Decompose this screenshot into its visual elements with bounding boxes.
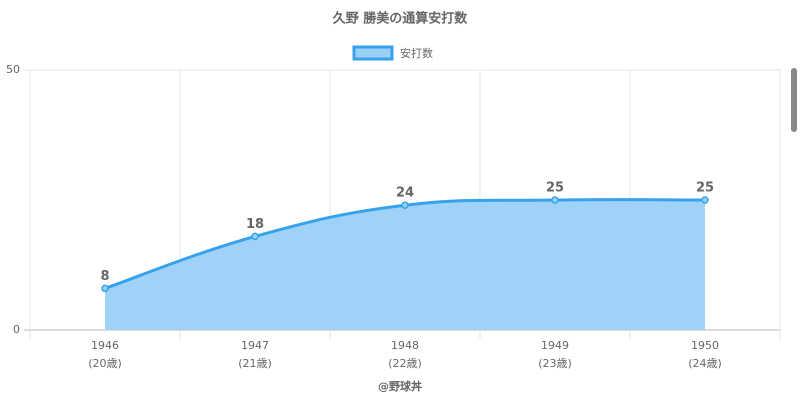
x-tick-label: 1949 xyxy=(541,339,569,352)
x-tick-sublabel: (23歳) xyxy=(538,357,572,370)
x-axis-title: @野球丼 xyxy=(378,379,422,393)
x-tick-label: 1947 xyxy=(241,339,269,352)
data-label: 25 xyxy=(546,181,564,196)
x-tick-sublabel: (24歳) xyxy=(688,357,722,370)
area-fill xyxy=(105,199,705,330)
legend-swatch xyxy=(352,45,394,61)
data-label: 25 xyxy=(696,181,714,196)
legend-label: 安打数 xyxy=(400,46,433,60)
point xyxy=(101,284,109,293)
x-tick-label: 1950 xyxy=(691,339,719,352)
point xyxy=(251,232,259,241)
y-tick-label: 0 xyxy=(13,323,20,336)
data-label: 8 xyxy=(100,269,109,284)
scrollbar[interactable] xyxy=(791,68,797,132)
y-tick-label: 50 xyxy=(6,63,20,76)
chart-title: 久野 勝美の通算安打数 xyxy=(333,11,469,27)
x-tick-sublabel: (21歳) xyxy=(238,357,272,370)
point xyxy=(401,201,409,209)
x-tick-label: 1946 xyxy=(91,339,119,352)
data-label: 18 xyxy=(246,217,264,232)
x-tick-sublabel: (20歳) xyxy=(88,357,122,370)
point xyxy=(551,196,559,204)
x-tick-label: 1948 xyxy=(391,339,419,352)
x-tick-sublabel: (22歳) xyxy=(388,357,422,370)
point xyxy=(701,196,709,204)
data-label: 24 xyxy=(396,186,414,201)
